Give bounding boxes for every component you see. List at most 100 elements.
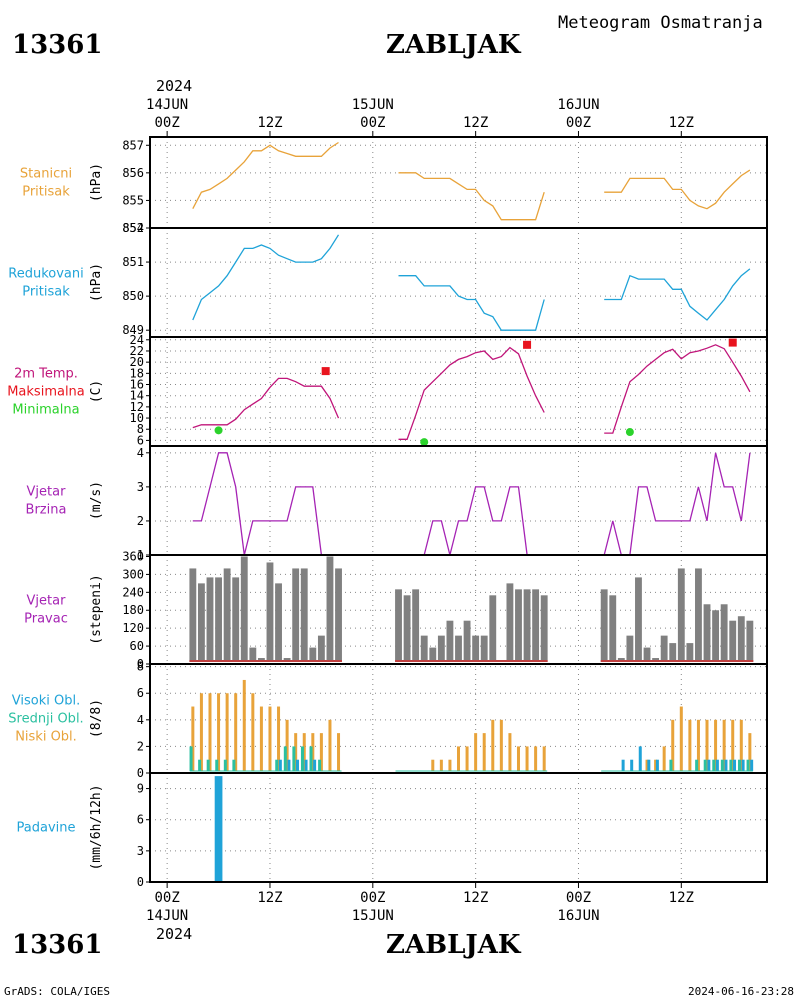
panel-frame (149, 336, 768, 447)
cloud-bar-niski (731, 719, 735, 771)
cloud-bar-visoki (647, 759, 651, 771)
time-label-day: 15JUN (352, 908, 394, 924)
cloud-bar-visoki (733, 759, 737, 771)
cloud-bar-visoki (313, 759, 317, 771)
year-top: 2024 (156, 77, 193, 95)
y-tick-label: 857 (122, 138, 144, 152)
y-tick-label: 60 (130, 639, 144, 653)
cloud-bar-visoki (295, 759, 299, 771)
y-tick-label: 18 (130, 366, 144, 380)
y-axis-label: (C) (89, 380, 104, 403)
wind-dir-bar (609, 595, 617, 662)
series-line (603, 452, 751, 556)
series-line (192, 377, 340, 429)
cloud-bar-niski (234, 693, 238, 771)
cloud-bar-srednji (729, 759, 733, 771)
cloud-bar-srednji (695, 759, 699, 771)
cloud-bar-niski (439, 759, 443, 771)
cloud-bar-niski (491, 719, 495, 771)
wind-dir-bar (300, 568, 308, 662)
cloud-bar-srednji (746, 759, 750, 771)
y-tick-label: 851 (122, 255, 144, 269)
y-tick-label: 16 (130, 378, 144, 392)
cloud-bar-niski (208, 693, 212, 771)
wind-dir-bar (395, 589, 402, 662)
station-id-top: 13361 (12, 30, 103, 60)
y-axis-label: (hPa) (89, 263, 104, 302)
cloud-bar-niski (337, 733, 341, 771)
station-name-top: ZABLJAK (386, 30, 521, 60)
panel-wind-speed: 4 3 2 1 (m/s) Vjetar Brzina (26, 445, 768, 562)
time-label-day: 15JUN (352, 97, 394, 113)
cloud-bar-niski (696, 719, 700, 771)
wind-dir-bar (523, 589, 531, 662)
series-line (192, 234, 340, 321)
wind-dir-bar (232, 577, 240, 662)
max-temp-marker (321, 367, 330, 376)
y-tick-label: 3 (137, 480, 144, 494)
cloud-bar-srednji (223, 759, 227, 771)
time-label-hour: 00Z (360, 890, 385, 906)
panel-label: Maksimalna (7, 385, 85, 400)
cloud-bar-niski (671, 719, 675, 771)
wind-dir-bar (420, 635, 428, 662)
wind-dir-bar (635, 577, 642, 662)
series-line (192, 452, 339, 556)
wind-dir-bar (223, 568, 231, 662)
cloud-bar-srednji (206, 759, 210, 771)
y-tick-label: 12 (130, 400, 144, 414)
y-tick-label: 8 (137, 660, 144, 674)
cloud-bar-srednji (292, 746, 296, 771)
y-tick-label: 855 (122, 193, 144, 207)
cloud-bar-visoki (621, 759, 625, 771)
y-tick-label: 4 (137, 713, 144, 727)
cloud-bar-niski (542, 746, 546, 771)
wind-dir-bar (463, 620, 471, 662)
cloud-bar-visoki (278, 759, 282, 771)
series-line (604, 169, 751, 210)
y-tick-label: 1 (137, 548, 144, 562)
cloud-bar-srednji (232, 759, 236, 771)
series-line (604, 268, 751, 321)
panel-label: Minimalna (12, 403, 79, 418)
panel-label: Vjetar (27, 485, 67, 500)
cloud-bar-niski (268, 706, 272, 771)
wind-dir-bar (695, 568, 702, 662)
cloud-bar-niski (525, 746, 529, 771)
time-label-hour: 12Z (669, 890, 694, 906)
wind-dir-bar (215, 577, 222, 662)
station-name-bottom: ZABLJAK (386, 930, 521, 960)
y-tick-label: 0 (137, 875, 144, 889)
min-temp-marker (214, 426, 223, 435)
y-tick-label: 850 (122, 289, 144, 303)
y-tick-label: 360 (122, 549, 144, 563)
y-tick-label: 6 (137, 433, 144, 447)
cloud-bar-niski (259, 706, 263, 771)
wind-dir-bar (412, 589, 420, 662)
y-axis-label: (stepeni) (89, 574, 104, 644)
footer-timestamp: 2024-06-16-23:28 (688, 985, 794, 998)
y-tick-label: 0 (137, 657, 144, 671)
cloud-bar-srednji (737, 759, 741, 771)
cloud-bar-niski (688, 719, 692, 771)
wind-dir-bar (275, 583, 282, 662)
panel-precipitation: 9 6 3 0 (mm/6h/12h) Padavine (17, 772, 768, 889)
cloud-bar-visoki (724, 759, 728, 771)
time-label-hour: 00Z (360, 115, 385, 131)
cloud-bar-niski (654, 759, 658, 771)
cloud-bar-niski (294, 733, 298, 771)
y-tick-label: 10 (130, 411, 144, 425)
y-tick-label: 240 (122, 585, 144, 599)
cloud-bar-srednji (318, 759, 322, 771)
cloud-bar-srednji (712, 759, 716, 771)
cloud-bar-niski (508, 733, 512, 771)
cloud-bar-niski (285, 719, 289, 771)
footer-credit: GrADS: COLA/IGES (4, 985, 110, 998)
panel-label: Pritisak (22, 185, 70, 200)
cloud-bar-niski (748, 733, 752, 771)
station-id-bottom: 13361 (12, 930, 103, 960)
panel-reduced-pressure: 852 851 850 849 (hPa) Redukovani Pritisak (8, 221, 768, 338)
cloud-bar-niski (319, 733, 323, 771)
time-label-hour: 00Z (154, 890, 179, 906)
